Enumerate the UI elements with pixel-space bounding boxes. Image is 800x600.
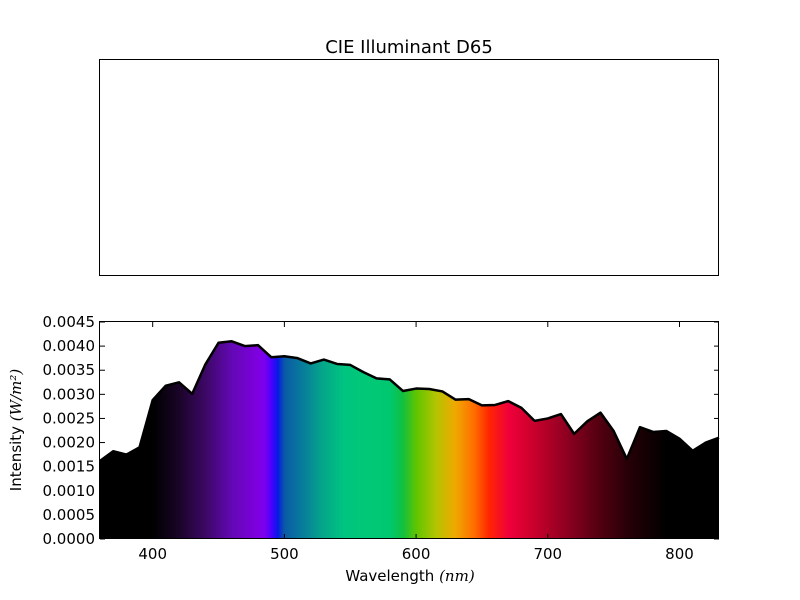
y-tick-label: 0.0015 [43,458,96,476]
y-axis-label-text: Intensity [7,421,25,491]
chart-title: CIE Illuminant D65 [325,37,493,58]
x-axis-ticks: 400 500 600 700 800 [138,322,694,563]
x-axis-label-text: Wavelength [345,567,439,585]
x-tick-label: 800 [665,545,694,563]
bottom-axes-frame [99,321,719,539]
x-axis-label: Wavelength (nm) [345,567,474,585]
y-tick-label: 0.0020 [43,434,96,452]
x-tick-label: 400 [138,545,167,563]
y-axis-label: Intensity (W/m²) [7,369,25,492]
top-axes [99,59,719,276]
spectrum-line [99,340,720,462]
x-axis-label-unit: (nm) [439,567,475,585]
y-axis-ticks: 0.0000 0.0005 0.0010 0.0015 0.0020 0.0025 0.00… [43,313,719,548]
y-tick-label: 0.0025 [43,409,96,427]
y-tick-label: 0.0045 [43,313,96,331]
y-axis-label-unit: (W/m²) [7,369,25,422]
x-tick-label: 700 [533,545,562,563]
y-tick-label: 0.0010 [43,482,96,500]
x-tick-label: 600 [402,545,431,563]
x-tick-label: 500 [270,545,299,563]
top-axes-frame [99,59,719,276]
y-tick-label: 0.0035 [43,361,96,379]
spectrum-area [100,341,719,539]
plot-area [99,340,720,539]
y-tick-label: 0.0000 [43,530,96,548]
spectrum-axes: 400 500 600 700 800 0.0000 0.0005 0.0010 0.0015… [7,313,720,585]
y-tick-label: 0.0030 [43,385,96,403]
y-tick-label: 0.0040 [43,337,96,355]
y-tick-label: 0.0005 [43,506,96,524]
